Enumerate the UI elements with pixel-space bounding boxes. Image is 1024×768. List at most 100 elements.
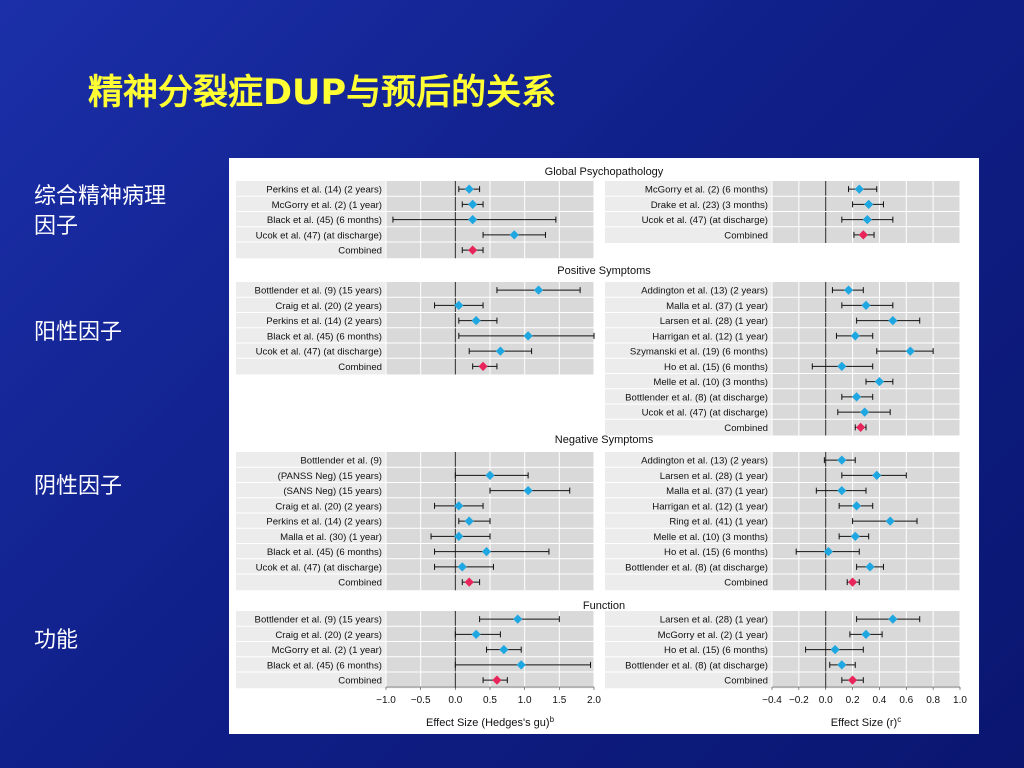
right-row-label-larsen-et-al-28-1-year: Larsen et al. (28) (1 year) [660, 615, 768, 626]
left-row-label-ucok-et-al-47-at-discharge: Ucok et al. (47) (at discharge) [256, 230, 382, 241]
left-study-marker-black-et-al-45-6-months [523, 331, 533, 341]
right-row-label-mcgorry-et-al-2-6-months: McGorry et al. (2) (6 months) [645, 185, 768, 196]
right-study-marker-bottlender-et-al-8-at-discharge [837, 660, 847, 670]
left-row-label-craig-et-al-20-2-years: Craig et al. (20) (2 years) [275, 630, 382, 641]
left-row-label-panss-neg-15-years: (PANSS Neg) (15 years) [278, 471, 382, 482]
left-row-label-black-et-al-45-6-months: Black et al. (45) (6 months) [267, 660, 382, 671]
left-label-column-3 [236, 611, 386, 689]
right-axis-tick-label-2: 0.0 [819, 695, 833, 706]
right-combined-marker-2 [847, 577, 858, 587]
right-study-marker-melle-et-al-10-3-months [850, 531, 860, 541]
left-study-marker-black-et-al-45-6-months [481, 547, 492, 557]
right-study-marker-malla-et-al-37-1-year [837, 486, 847, 496]
right-axis-tick-label-0: −0.4 [762, 695, 782, 706]
right-row-label-combined: Combined [724, 423, 768, 434]
right-row-label-ucok-et-al-47-at-discharge: Ucok et al. (47) (at discharge) [642, 408, 768, 419]
left-row-label-mcgorry-et-al-2-1-year: McGorry et al. (2) (1 year) [272, 645, 382, 656]
right-row-label-combined: Combined [724, 578, 768, 589]
right-row-label-harrigan-et-al-12-1-year: Harrigan et al. (12) (1 year) [652, 501, 768, 512]
side-label-general-psychopathology: 综合精神病理 因子 [34, 184, 167, 239]
left-row-label-combined: Combined [338, 676, 382, 687]
left-label-column-0 [236, 181, 386, 259]
left-axis-tick-label-1: −0.5 [411, 695, 431, 706]
right-row-label-harrigan-et-al-12-1-year: Harrigan et al. (12) (1 year) [652, 331, 768, 342]
left-combined-marker-2 [464, 577, 474, 587]
right-study-marker-ucok-et-al-47-at-discharge [860, 407, 870, 417]
left-row-label-craig-et-al-20-2-years: Craig et al. (20) (2 years) [275, 301, 382, 312]
left-study-marker-ucok-et-al-47-at-discharge [457, 562, 467, 572]
left-row-label-black-et-al-45-6-months: Black et al. (45) (6 months) [267, 547, 382, 558]
left-axis-tick-label-0: −1.0 [376, 695, 396, 706]
left-study-marker-perkins-et-al-14-2-years [464, 184, 474, 194]
right-row-label-szymanski-et-al-19-6-months: Szymanski et al. (19) (6 months) [630, 347, 768, 358]
left-row-label-combined: Combined [338, 578, 382, 589]
right-row-label-ho-et-al-15-6-months: Ho et al. (15) (6 months) [664, 645, 768, 656]
right-study-marker-bottlender-et-al-8-at-discharge [852, 392, 862, 402]
right-row-label-ucok-et-al-47-at-discharge: Ucok et al. (47) (at discharge) [642, 215, 768, 226]
right-combined-marker-3 [847, 675, 858, 685]
left-row-label-black-et-al-45-6-months: Black et al. (45) (6 months) [267, 215, 382, 226]
right-study-marker-larsen-et-al-28-1-year [872, 470, 882, 480]
left-axis-tick-label-6: 2.0 [587, 695, 601, 706]
left-combined-marker-1 [478, 361, 488, 371]
left-row-label-black-et-al-45-6-months: Black et al. (45) (6 months) [267, 331, 382, 342]
right-label-column-3 [605, 611, 772, 689]
right-study-marker-addington-et-al-13-2-years [843, 285, 854, 295]
right-row-label-bottlender-et-al-8-at-discharge: Bottlender et al. (8) (at discharge) [625, 660, 768, 671]
left-study-marker-sans-neg-15-years [523, 486, 533, 496]
right-axis-tick-label-1: −0.2 [789, 695, 809, 706]
left-row-label-combined: Combined [338, 362, 382, 373]
right-study-marker-larsen-et-al-28-1-year [888, 316, 898, 326]
right-study-marker-mcgorry-et-al-2-1-year [861, 629, 871, 639]
right-row-label-malla-et-al-37-1-year: Malla et al. (37) (1 year) [666, 301, 768, 312]
right-row-label-malla-et-al-37-1-year: Malla et al. (37) (1 year) [666, 486, 768, 497]
left-label-column-2 [236, 452, 386, 591]
right-row-label-ho-et-al-15-6-months: Ho et al. (15) (6 months) [664, 547, 768, 558]
right-study-marker-harrigan-et-al-12-1-year [852, 501, 862, 511]
left-study-marker-craig-et-al-20-2-years [454, 501, 464, 511]
left-row-label-malla-et-al-30-1-year: Malla et al. (30) (1 year) [280, 532, 382, 543]
right-axis-tick-label-5: 0.6 [899, 695, 913, 706]
left-row-label-bottlender-et-al-9-15-years: Bottlender et al. (9) (15 years) [255, 615, 382, 626]
right-row-label-combined: Combined [724, 230, 768, 241]
right-study-marker-drake-et-al-23-3-months [864, 199, 874, 209]
left-study-marker-panss-neg-15-years [485, 470, 495, 480]
right-row-label-ho-et-al-15-6-months: Ho et al. (15) (6 months) [664, 362, 768, 373]
left-axis-tick-label-4: 1.0 [518, 695, 532, 706]
right-study-marker-ho-et-al-15-6-months [830, 645, 840, 655]
right-axis-tick-label-7: 1.0 [953, 695, 967, 706]
right-study-marker-larsen-et-al-28-1-year [888, 614, 898, 624]
left-axis-tick-label-3: 0.5 [483, 695, 497, 706]
left-row-label-mcgorry-et-al-2-1-year: McGorry et al. (2) (1 year) [272, 200, 382, 211]
forest-plot-svg: Global Psychopathology Perkins et al. (14… [236, 166, 967, 729]
right-row-label-bottlender-et-al-8-at-discharge: Bottlender et al. (8) (at discharge) [625, 562, 768, 573]
left-study-marker-craig-et-al-20-2-years [454, 300, 464, 310]
right-axis-tick-label-6: 0.8 [926, 695, 940, 706]
left-axis-tick-label-2: 0.0 [448, 695, 462, 706]
forest-plot-figure: Global Psychopathology Perkins et al. (14… [229, 158, 979, 734]
side-label-positive-factor: 阳性因子 [34, 320, 123, 345]
section-title-positive-symptoms: Positive Symptoms [557, 265, 651, 277]
left-study-marker-bottlender-et-al-9-15-years [533, 285, 544, 295]
right-row-label-larsen-et-al-28-1-year: Larsen et al. (28) (1 year) [660, 471, 768, 482]
right-row-label-addington-et-al-13-2-years: Addington et al. (13) (2 years) [641, 286, 768, 297]
left-combined-marker-3 [492, 675, 502, 685]
right-study-marker-harrigan-et-al-12-1-year [850, 331, 860, 341]
left-study-marker-mcgorry-et-al-2-1-year [499, 645, 509, 655]
left-row-label-bottlender-et-al-9-15-years: Bottlender et al. (9) (15 years) [255, 286, 382, 297]
left-study-marker-perkins-et-al-14-2-years [471, 316, 481, 326]
right-row-label-melle-et-al-10-3-months: Melle et al. (10) (3 months) [653, 532, 768, 543]
left-study-marker-bottlender-et-al-9-15-years [513, 614, 523, 624]
slide-title: 精神分裂症DUP与预后的关系 [88, 73, 557, 113]
right-study-marker-melle-et-al-10-3-months [874, 377, 885, 387]
right-study-marker-addington-et-al-13-2-years [837, 455, 847, 465]
left-study-marker-perkins-et-al-14-2-years [464, 516, 474, 526]
right-study-marker-bottlender-et-al-8-at-discharge [865, 562, 875, 572]
right-plot-panel-3 [772, 611, 960, 689]
right-row-label-combined: Combined [724, 676, 768, 687]
left-row-label-perkins-et-al-14-2-years: Perkins et al. (14) (2 years) [266, 316, 382, 327]
section-title-global-psychopathology: Global Psychopathology [545, 166, 664, 178]
side-label-negative-factor: 阴性因子 [34, 474, 123, 499]
right-row-label-drake-et-al-23-3-months: Drake et al. (23) (3 months) [651, 200, 768, 211]
right-study-marker-ho-et-al-15-6-months [837, 361, 847, 371]
